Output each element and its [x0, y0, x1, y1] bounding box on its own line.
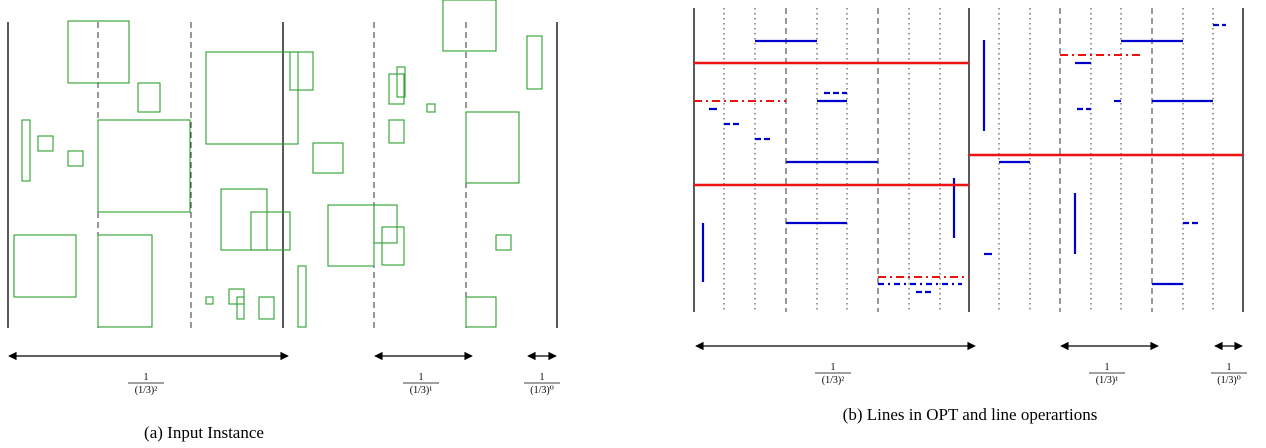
frac-numerator: 1 — [419, 372, 424, 383]
panel-b-dashed-grid — [785, 8, 1153, 312]
input-rectangle — [289, 51, 314, 91]
frac-numerator: 1 — [1105, 362, 1110, 373]
input-rectangle — [327, 204, 375, 267]
panel-a-frac-3: 1 (1/3)⁰ — [524, 372, 560, 396]
input-rectangle — [388, 119, 405, 144]
panel-a-frac-1: 1 (1/3)² — [128, 372, 164, 396]
frac-denominator: (1/3)⁰ — [1217, 375, 1240, 386]
panel-a-rectangles — [13, 0, 543, 328]
input-rectangle — [205, 51, 299, 145]
input-rectangle — [442, 0, 497, 52]
input-rectangle — [37, 135, 54, 152]
frac-numerator: 1 — [1227, 362, 1232, 373]
input-rectangle — [312, 142, 344, 174]
input-rectangle — [67, 20, 130, 84]
panel-b-frac-2: 1 (1/3)¹ — [1089, 362, 1125, 386]
panel-b-frac-3: 1 (1/3)⁰ — [1211, 362, 1247, 386]
input-rectangle — [381, 226, 405, 266]
frac-denominator: (1/3)² — [822, 375, 844, 386]
input-rectangle — [373, 204, 398, 244]
input-rectangle — [67, 150, 84, 167]
panel-a-caption: (a) Input Instance — [144, 423, 264, 442]
input-rectangle — [396, 66, 406, 98]
input-rectangle — [465, 296, 497, 328]
panel-a-frac-2: 1 (1/3)¹ — [403, 372, 439, 396]
panel-a-grid — [97, 22, 467, 328]
panel-b-red-lines — [694, 54, 1243, 278]
panel-b-dotted-grid — [723, 8, 1214, 312]
input-rectangle — [526, 35, 543, 90]
input-rectangle — [137, 82, 161, 113]
frac-denominator: (1/3)⁰ — [530, 385, 553, 396]
panel-b: 1 (1/3)² 1 (1/3)¹ 1 (1/3)⁰ (b) Lines in … — [693, 8, 1247, 424]
input-rectangle — [495, 234, 512, 251]
input-rectangle — [205, 296, 214, 305]
panel-b-blue-lines — [701, 23, 1226, 294]
input-rectangle — [97, 119, 191, 213]
input-rectangle — [426, 103, 436, 113]
input-rectangle — [97, 234, 153, 328]
frac-numerator: 1 — [540, 372, 545, 383]
input-rectangle — [13, 234, 77, 298]
panel-b-boundaries — [693, 8, 1244, 312]
input-rectangle — [236, 296, 245, 320]
panel-b-frac-1: 1 (1/3)² — [815, 362, 851, 386]
input-rectangle — [21, 119, 31, 182]
input-rectangle — [258, 296, 275, 320]
panel-b-caption: (b) Lines in OPT and line operartions — [843, 405, 1098, 424]
input-rectangle — [250, 211, 291, 251]
input-rectangle — [220, 188, 268, 251]
panel-a: 1 (1/3)² 1 (1/3)¹ 1 (1/3)⁰ (a) Input Ins… — [7, 0, 560, 442]
frac-denominator: (1/3)² — [135, 385, 157, 396]
frac-numerator: 1 — [144, 372, 149, 383]
input-rectangle — [465, 111, 520, 184]
frac-denominator: (1/3)¹ — [410, 385, 432, 396]
panel-a-boundaries — [7, 22, 558, 328]
input-rectangle — [297, 265, 307, 328]
frac-denominator: (1/3)¹ — [1096, 375, 1118, 386]
frac-numerator: 1 — [831, 362, 836, 373]
